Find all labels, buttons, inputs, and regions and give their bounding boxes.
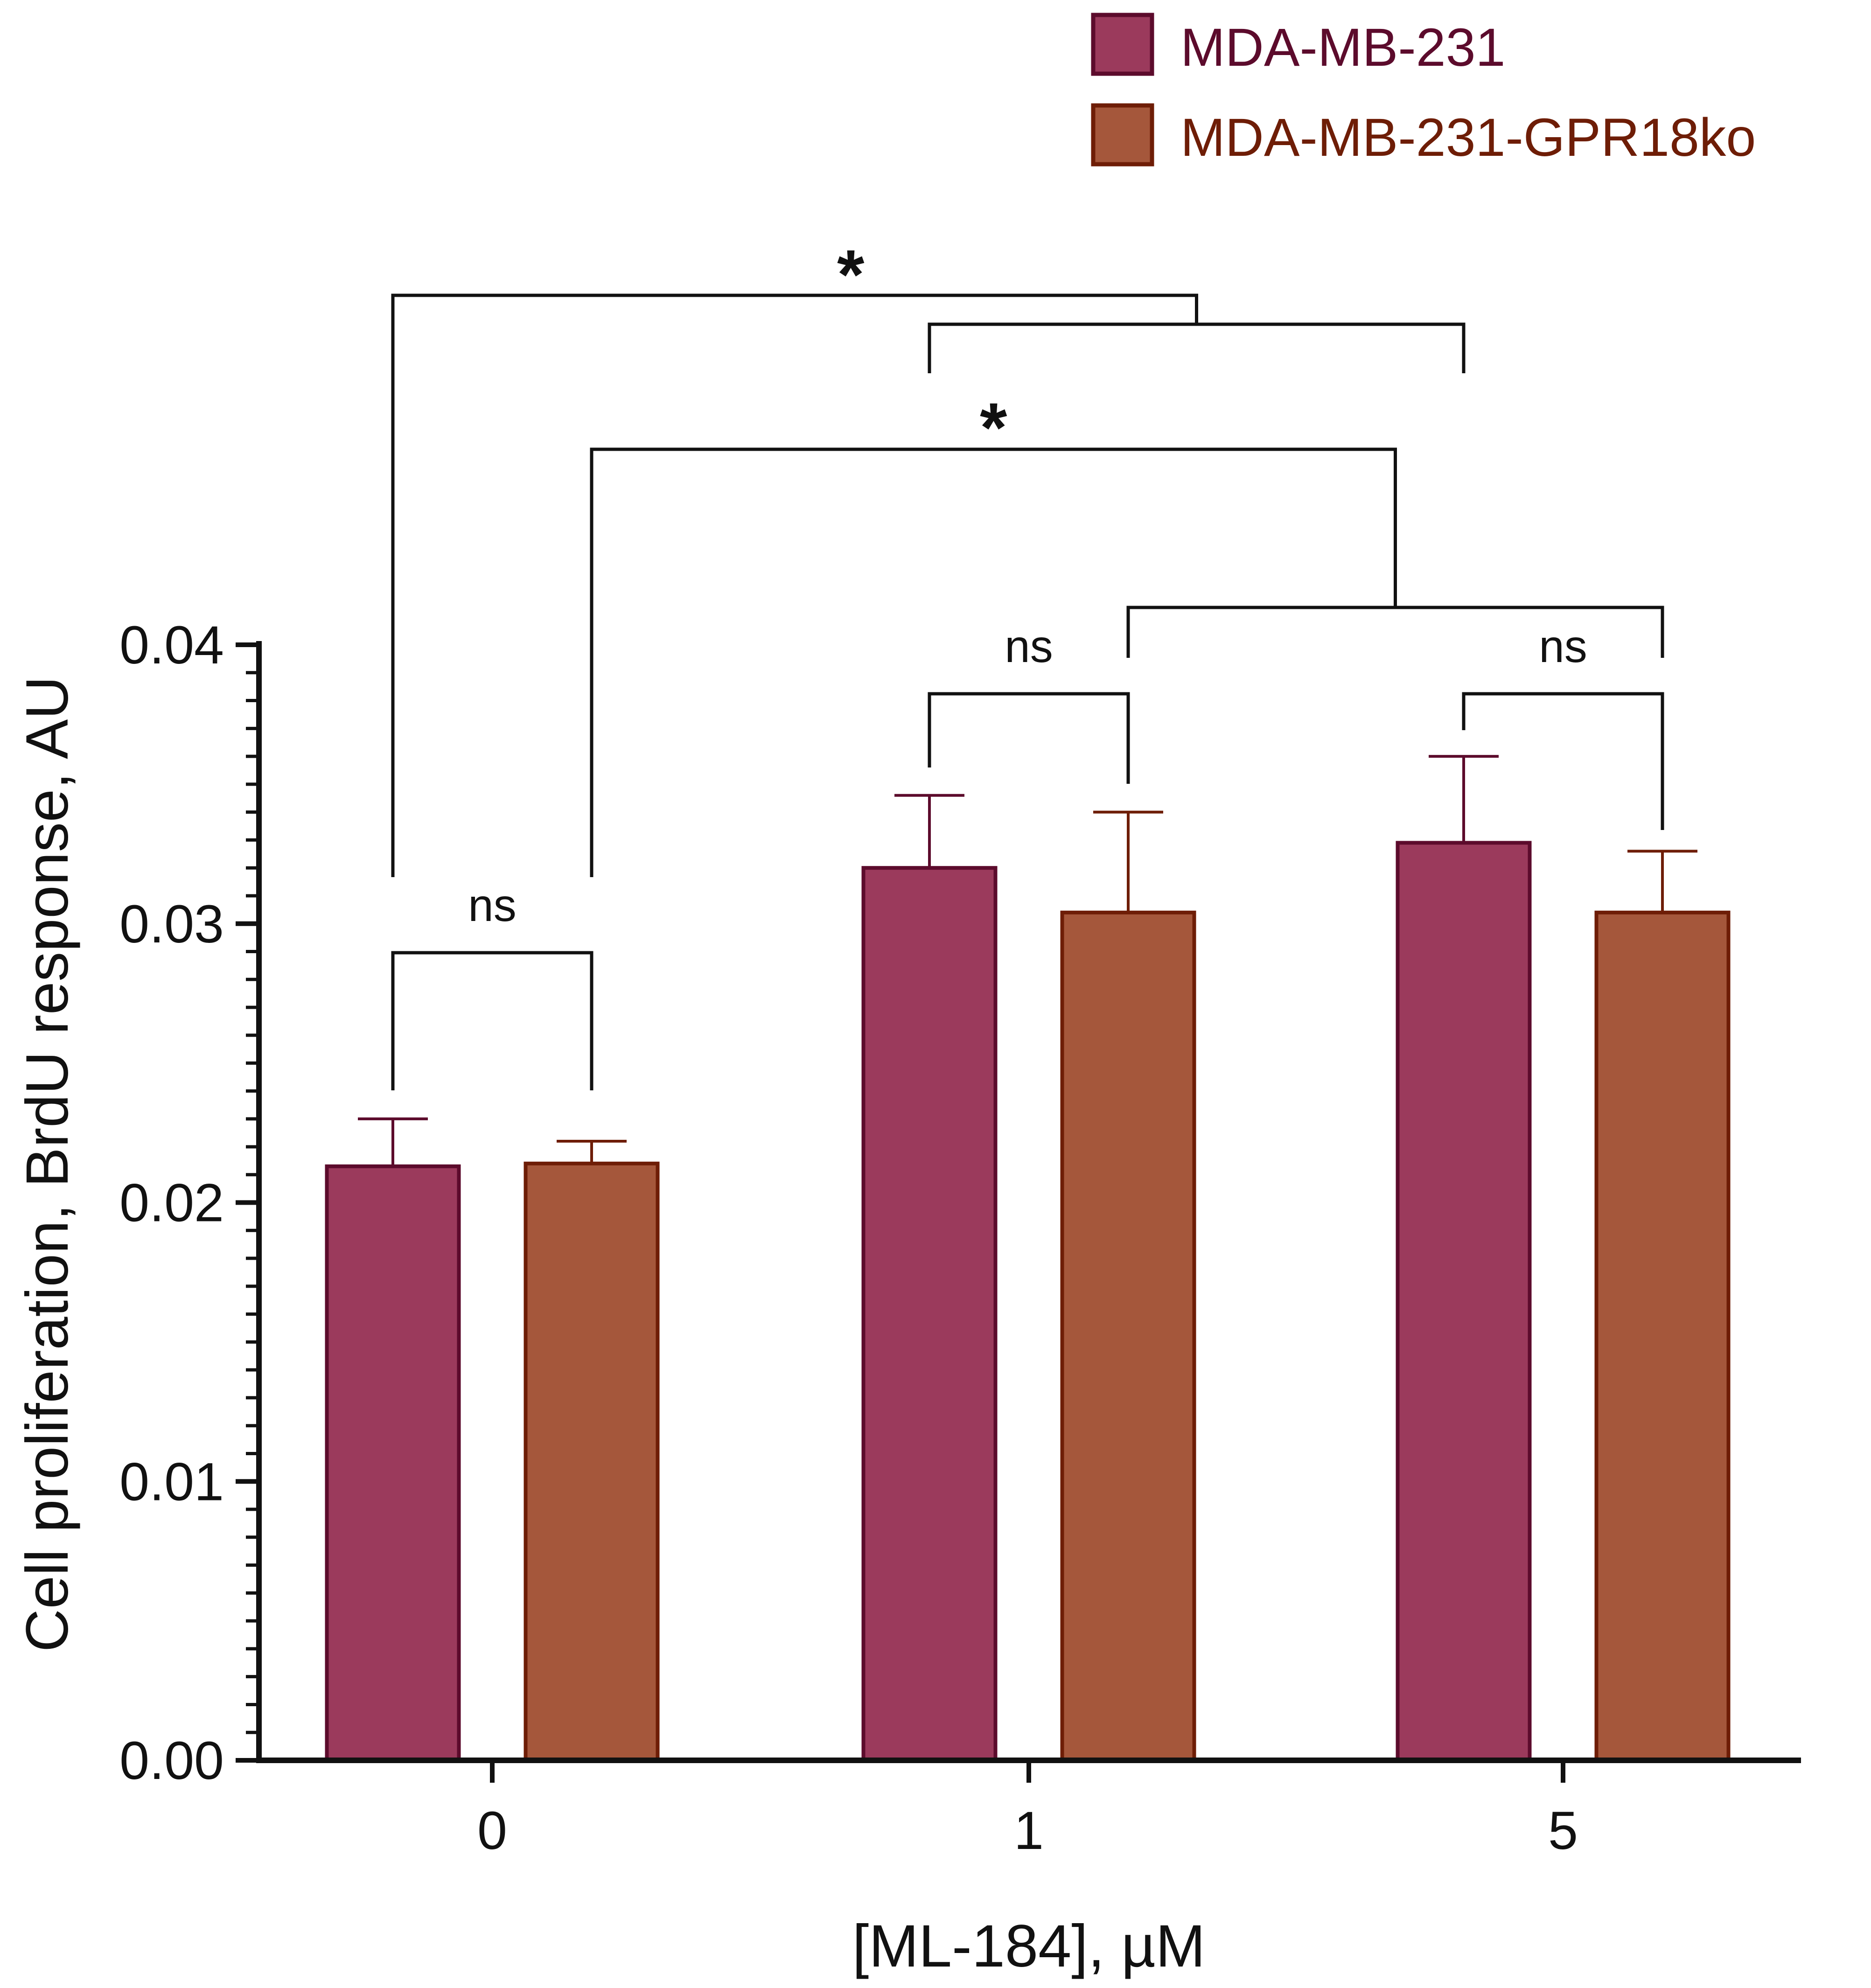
bar-mda-mb-231-1 (861, 866, 998, 1762)
ns-bracket-0 (391, 951, 593, 1090)
significance-brackets: ns ns ns * * (391, 235, 1664, 1090)
ns-bracket-1 (928, 692, 1130, 784)
bar-gpr18ko-5 (1594, 910, 1731, 1762)
bars (325, 755, 1731, 1762)
x-axis-title: [ML-184], µM (852, 1913, 1206, 1980)
y-axis-title: Cell proliferation, BrdU response, AU (14, 676, 81, 1652)
y-tick-label: 0.02 (119, 1173, 224, 1233)
x-tick-label: 0 (477, 1801, 507, 1861)
y-tick-label: 0.03 (119, 894, 224, 954)
bracket-mda-mb-231-1-vs-5 (928, 322, 1466, 373)
bar-mda-mb-231-5 (1396, 841, 1532, 1762)
star-bracket-gpr18ko (590, 447, 1397, 877)
legend-swatch-mda-mb-231 (1091, 13, 1154, 76)
bar-gpr18ko-0 (524, 1161, 660, 1762)
star-label-mda-mb-231: * (837, 235, 865, 314)
legend-label-mda-mb-231-gpr18ko: MDA-MB-231-GPR18ko (1180, 108, 1756, 167)
bar-gpr18ko-1 (1060, 910, 1196, 1762)
ns-label-0: ns (468, 879, 517, 931)
star-bracket-mda-mb-231 (391, 293, 1198, 877)
y-tick-label: 0.00 (119, 1731, 224, 1791)
ns-label-5: ns (1539, 621, 1587, 672)
y-tick-label: 0.04 (119, 615, 224, 675)
x-tick-label: 5 (1548, 1801, 1578, 1861)
legend-swatch-mda-mb-231-gpr18ko (1091, 103, 1154, 167)
legend: MDA-MB-231 MDA-MB-231-GPR18ko (1091, 13, 1756, 167)
x-tick-label: 1 (1014, 1801, 1044, 1861)
bar-mda-mb-231-0 (325, 1164, 461, 1762)
legend-label-mda-mb-231: MDA-MB-231 (1180, 18, 1506, 77)
star-label-gpr18ko: * (980, 388, 1007, 467)
ns-bracket-5 (1462, 692, 1664, 830)
y-tick-label: 0.01 (119, 1452, 224, 1512)
axes: 0.00 0.01 0.02 0.03 0.04 0 1 5 (119, 615, 1801, 1861)
ns-label-1: ns (1005, 621, 1053, 672)
